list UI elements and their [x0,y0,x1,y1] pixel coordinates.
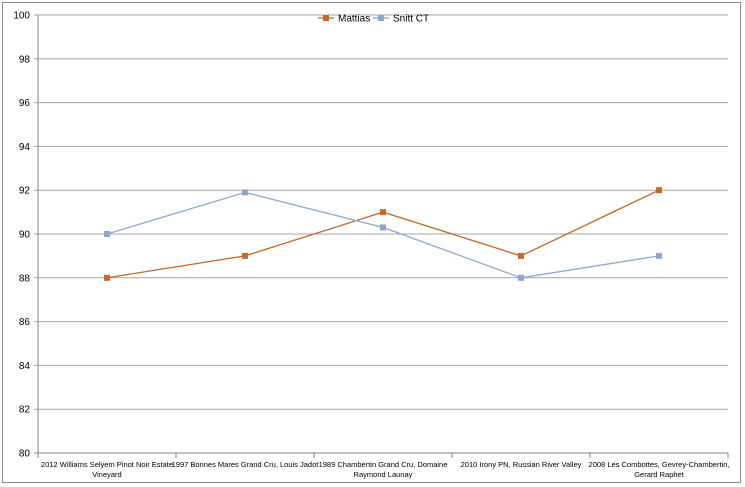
x-category-label: 1989 Chambertin Grand Cru, Domaine Raymon… [319,460,448,479]
y-tick-label: 100 [13,11,30,22]
legend-marker [323,15,329,21]
legend-marker [378,15,384,21]
y-tick-label: 94 [19,142,31,153]
x-category-label: 1997 Bonnes Mares Grand Cru, Louis Jadot [172,460,320,469]
x-category-label: 2010 Irony PN, Russian River Valley [461,460,582,469]
legend-label: Mattias [338,14,370,25]
series-layer [104,187,662,281]
legend: Mattias Snitt CT [318,14,429,25]
y-tick-label: 96 [19,98,31,109]
chart-frame [2,2,741,483]
data-point [518,252,524,259]
x-category-label: 2008 Les Combottes, Gevrey-Chambertin, Ge… [589,460,730,479]
y-axis-ticks: 80 82 84 86 88 90 92 94 96 98 100 [13,11,30,460]
data-point [656,187,662,194]
x-category-label: 2012 Williams Selyem Pinot Noir Estate Vi… [41,460,173,479]
data-point [380,224,386,231]
legend-label: Snitt CT [393,14,429,25]
data-point [380,209,386,216]
data-point [242,189,248,196]
y-tick-label: 86 [19,317,31,328]
x-axis: 2012 Williams Selyem Pinot Noir Estate Vi… [37,15,730,479]
y-tick-label: 84 [19,361,31,372]
y-tick-label: 82 [19,405,31,416]
y-tick-label: 92 [19,186,31,197]
data-point [104,274,110,281]
gridlines [34,14,728,454]
y-tick-label: 88 [19,273,31,284]
data-point [104,231,110,237]
y-tick-label: 80 [19,449,31,460]
data-point [656,252,662,259]
y-tick-label: 90 [19,230,31,241]
data-point [242,252,248,259]
y-tick-label: 98 [19,54,31,65]
data-point [518,274,524,281]
